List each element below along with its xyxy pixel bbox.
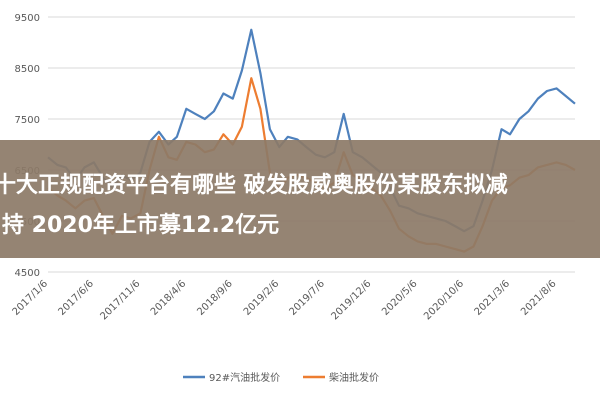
x-tick-label: 2017/6/6 [56, 278, 96, 318]
x-tick-label: 2021/8/6 [519, 278, 559, 318]
legend-label: 92#汽油批发价 [209, 371, 280, 384]
x-tick-label: 2021/3/6 [473, 278, 513, 318]
article-title-line-1: 十大正规配资平台有哪些 破发股威奥股份某股东拟减 [0, 173, 508, 198]
y-tick-label: 4500 [15, 268, 40, 279]
x-axis: 2017/1/6 2017/6/6 2017/11/6 2018/4/6 2018/9/… [11, 278, 559, 322]
article-title-banner: 十大正规配资平台有哪些 破发股威奥股份某股东拟减 持 2020年上市募12.2亿… [0, 140, 600, 258]
x-tick-label: 2018/9/6 [195, 278, 235, 318]
legend: 92#汽油批发价 柴油批发价 [183, 371, 379, 384]
x-tick-label: 2017/11/6 [98, 278, 142, 322]
x-tick-label: 2019/12/6 [329, 278, 373, 322]
y-tick-label: 7500 [15, 115, 40, 126]
x-tick-label: 2017/1/6 [11, 278, 51, 318]
legend-label: 柴油批发价 [329, 371, 379, 384]
x-tick-label: 2019/2/6 [242, 278, 282, 318]
x-tick-label: 2018/4/6 [149, 278, 189, 318]
x-tick-label: 2020/5/6 [380, 278, 420, 318]
x-tick-label: 2019/7/6 [287, 278, 327, 318]
y-tick-label: 9500 [15, 13, 40, 24]
x-tick-label: 2020/10/6 [422, 278, 466, 322]
y-tick-label: 8500 [15, 64, 40, 75]
article-title-line-2: 持 2020年上市募12.2亿元 [2, 213, 280, 238]
